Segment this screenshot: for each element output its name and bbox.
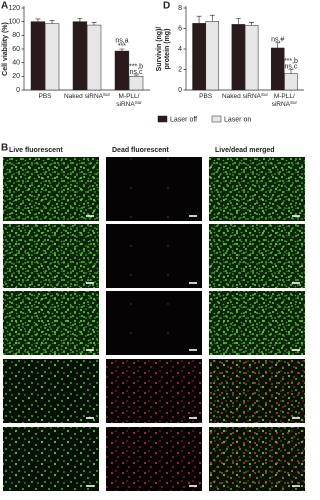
column-header: Dead fluorescent (112, 147, 169, 154)
bar (205, 21, 220, 91)
annotation: ns,# (271, 37, 284, 44)
y-tick-label: 20 (12, 73, 20, 80)
x-tick-label: M-PLL/ siRNASur (267, 93, 301, 108)
legend-swatch (157, 115, 168, 123)
category-superscript: Sur (103, 93, 111, 97)
y-tick-label: 120 (8, 5, 20, 12)
micrograph-layer (3, 427, 99, 491)
micrograph-layer (209, 224, 305, 288)
error-bar (275, 42, 281, 48)
panel-label: A (1, 1, 8, 12)
annotation: ***,b (284, 58, 298, 65)
y-axis-label: Cell viability (%) (2, 22, 9, 76)
bar (284, 73, 298, 91)
error-bar (119, 48, 125, 52)
category: PBS (174, 93, 237, 101)
error-bar (133, 74, 139, 77)
y-axis-label: protein (mg) (164, 29, 171, 70)
legend-label: Laser on (224, 116, 251, 123)
x-tick-label: PBS (12, 93, 78, 101)
bar (86, 24, 102, 91)
category-superscript: Sur (290, 99, 298, 105)
y-tick-label: 0 (178, 87, 182, 94)
bar (244, 25, 259, 91)
micrograph-layer (106, 359, 202, 423)
category-text: Naked siRNA (63, 93, 103, 100)
micrograph-layer (106, 291, 202, 355)
error-bar (209, 14, 215, 22)
error-bar (235, 17, 241, 25)
category-text: M-PLL/ siRNA (116, 93, 140, 108)
y-tick-label: 80 (12, 32, 20, 39)
legend-label: Laser off (170, 116, 197, 123)
micrograph-layer (209, 157, 305, 221)
bar (128, 76, 144, 91)
category-text: Naked siRNA (221, 93, 261, 100)
category-text: PBS (199, 93, 213, 100)
panel-label: B (1, 143, 8, 154)
category: Naked siRNASur (213, 93, 276, 101)
annotation: ***,b (129, 63, 143, 70)
bar (114, 50, 130, 91)
legend-swatch (211, 115, 222, 123)
y-tick-label: 8 (178, 5, 182, 12)
category: M-PLL/ siRNASur (112, 93, 146, 108)
y-tick-label: 6 (178, 25, 182, 32)
x-tick-label: M-PLL/ siRNASur (112, 93, 146, 108)
y-tick-label: 60 (12, 46, 20, 53)
error-bar (288, 69, 294, 74)
micrograph-layer (3, 291, 99, 355)
category-text: PBS (38, 93, 52, 100)
bar (72, 21, 88, 91)
annotation: *** (118, 43, 126, 50)
annotation: ns,a (115, 37, 128, 44)
column-header: Live fluorescent (9, 147, 63, 154)
panel-label: D (163, 1, 170, 12)
bar (44, 23, 60, 91)
category-superscript: Sur (134, 99, 142, 105)
error-bar (249, 22, 255, 26)
micrograph-layer (209, 427, 305, 491)
micrograph-layer (3, 157, 99, 221)
micrograph-layer (106, 427, 202, 491)
micrograph-layer (106, 157, 202, 221)
category-superscript: Sur (260, 93, 268, 97)
y-axis-label: Survivin (ng)/ (156, 27, 163, 72)
micrograph-layer (209, 291, 305, 355)
bar (270, 47, 285, 91)
bar (192, 23, 206, 91)
category-text: M-PLL/ siRNA (271, 93, 295, 108)
error-bar (35, 18, 41, 22)
error-bar (77, 17, 83, 22)
micrograph-layer (209, 359, 305, 423)
micrograph-layer (106, 224, 202, 288)
x-tick-label: Naked siRNASur (213, 93, 276, 101)
category: Naked siRNASur (54, 93, 120, 101)
y-tick-label: 2 (178, 66, 182, 73)
error-bar (196, 15, 202, 24)
category: PBS (12, 93, 78, 101)
error-bar (91, 22, 97, 26)
bar (30, 21, 46, 91)
column-header: Live/dead merged (215, 147, 275, 154)
y-tick-label: 4 (178, 46, 182, 53)
micrograph-layer (3, 359, 99, 423)
y-tick-label: 100 (8, 19, 20, 26)
annotation: ns,c (285, 63, 298, 70)
error-bar (49, 20, 55, 24)
y-tick-label: 40 (12, 60, 20, 67)
bar (231, 24, 246, 91)
annotation: ns,c (130, 69, 143, 76)
category: M-PLL/ siRNASur (267, 93, 301, 108)
x-tick-label: PBS (174, 93, 237, 101)
y-tick-label: 0 (16, 87, 20, 94)
micrograph-layer (3, 224, 99, 288)
x-tick-label: Naked siRNASur (54, 93, 120, 101)
